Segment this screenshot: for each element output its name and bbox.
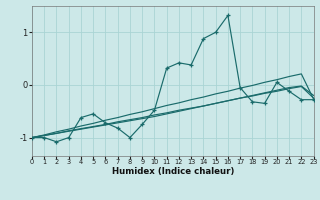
X-axis label: Humidex (Indice chaleur): Humidex (Indice chaleur) (112, 167, 234, 176)
